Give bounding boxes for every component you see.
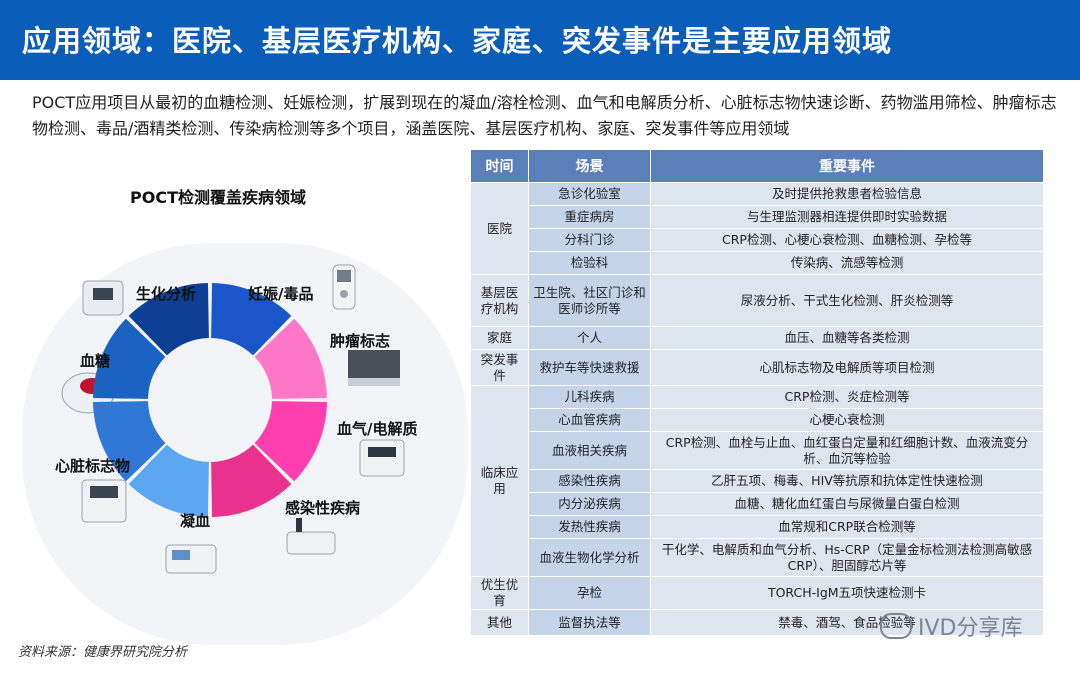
category-cell: 医院 bbox=[470, 182, 529, 275]
event-cell: 与生理监测器相连提供即时实验数据 bbox=[650, 205, 1044, 229]
category-cell: 家庭 bbox=[470, 326, 529, 350]
scene-cell: 内分泌疾病 bbox=[528, 492, 651, 516]
segment-label-biochem: 生化分析 bbox=[136, 285, 197, 303]
intro-paragraph: POCT应用项目从最初的血糖检测、妊娠检测，扩展到现在的凝血/溶栓检测、血气和电… bbox=[32, 93, 1057, 138]
watermark: IVD分享库 bbox=[880, 610, 1022, 642]
event-cell: TORCH-IgM五项快速检测卡 bbox=[650, 576, 1044, 610]
scene-cell: 心血管疾病 bbox=[528, 408, 651, 432]
scene-cell: 分科门诊 bbox=[528, 228, 651, 252]
source-note: 资料来源：健康界研究院分析 bbox=[18, 645, 188, 660]
table-header-row: 时间 场景 重要事件 bbox=[470, 149, 1044, 183]
table-row: 分科门诊 CRP检测、心梗心衰检测、血糖检测、孕检等 bbox=[471, 228, 1044, 252]
donut-chart bbox=[61, 264, 405, 574]
scene-cell: 卫生院、社区门诊和医师诊所等 bbox=[528, 274, 651, 327]
scene-cell: 急诊化验室 bbox=[528, 182, 651, 206]
category-cell: 突发事件 bbox=[470, 349, 529, 386]
table-row: 发热性疾病 血常规和CRP联合检测等 bbox=[471, 515, 1044, 539]
table-row: 其他 监督执法等 禁毒、酒驾、食品检验等 bbox=[470, 609, 1044, 636]
table-row: 重症病房 与生理监测器相连提供即时实验数据 bbox=[471, 205, 1044, 229]
table-row: 基层医疗机构 卫生院、社区门诊和医师诊所等 尿液分析、干式生化检测、肝炎检测等 bbox=[470, 274, 1044, 327]
donut-segment bbox=[93, 401, 166, 482]
event-cell: 传染病、流感等检测 bbox=[650, 251, 1044, 275]
table-row: 家庭 个人 血压、血糖等各类检测 bbox=[470, 326, 1044, 350]
table-row: 血液生物化学分析 干化学、电解质和血气分析、Hs-CRP（定量金标检测法检测高敏… bbox=[471, 538, 1044, 577]
donut-segment bbox=[211, 444, 292, 517]
category-cell: 基层医疗机构 bbox=[470, 274, 529, 327]
header-bar: 应用领域：医院、基层医疗机构、家庭、突发事件是主要应用领域 bbox=[0, 0, 1080, 80]
page-title: 应用领域：医院、基层医疗机构、家庭、突发事件是主要应用领域 bbox=[22, 24, 893, 58]
header-scene: 场景 bbox=[528, 149, 651, 183]
biochem-analyzer-icon bbox=[82, 280, 124, 316]
infection-test-device-icon bbox=[286, 518, 336, 555]
table-row: 临床应用 儿科疾病 CRP检测、炎症检测等 bbox=[470, 385, 1044, 577]
segment-label-pregnancy: 妊娠/毒品 bbox=[248, 285, 314, 303]
event-cell: 血糖、糖化血红蛋白与尿微量白蛋白检测 bbox=[650, 492, 1044, 516]
segment-label-cardiac: 心脏标志物 bbox=[55, 457, 131, 475]
scene-cell: 血液相关疾病 bbox=[528, 431, 651, 470]
table-row: 检验科 传染病、流感等检测 bbox=[471, 251, 1044, 275]
scene-cell: 救护车等快速救援 bbox=[528, 349, 651, 386]
scene-cell: 个人 bbox=[528, 326, 651, 350]
scene-cell: 重症病房 bbox=[528, 205, 651, 229]
table-row: 内分泌疾病 血糖、糖化血红蛋白与尿微量白蛋白检测 bbox=[471, 492, 1044, 516]
cardiac-marker-analyzer-icon bbox=[81, 479, 127, 523]
blood-gas-analyzer-icon bbox=[359, 439, 405, 477]
coagulation-analyzer-icon bbox=[165, 544, 217, 574]
chart-title: POCT检测覆盖疾病领域 bbox=[130, 188, 306, 207]
event-cell: 及时提供抢救患者检验信息 bbox=[650, 182, 1044, 206]
event-cell: 干化学、电解质和血气分析、Hs-CRP（定量金标检测法检测高敏感CRP）、胆固醇… bbox=[650, 538, 1044, 577]
donut-segment bbox=[254, 318, 327, 399]
events-table: 时间 场景 重要事件 医院 急诊化验室 及时提供抢救患者检验信息 重症病房 与生… bbox=[470, 149, 1044, 636]
scene-cell: 儿科疾病 bbox=[528, 385, 651, 409]
donut-segment bbox=[128, 283, 209, 356]
category-cell: 其他 bbox=[470, 609, 529, 636]
wechat-icon bbox=[880, 613, 912, 639]
donut-segment bbox=[93, 318, 166, 399]
watermark-text: IVD分享库 bbox=[918, 616, 1023, 641]
pregnancy-test-device-icon bbox=[332, 264, 356, 310]
donut-segment bbox=[211, 283, 292, 356]
segment-label-infection: 感染性疾病 bbox=[285, 499, 361, 517]
table-row: 突发事件 救护车等快速救援 心肌标志物及电解质等项目检测 bbox=[470, 349, 1044, 386]
segment-label-bloodgas: 血气/电解质 bbox=[337, 420, 418, 438]
category-cell: 临床应用 bbox=[470, 385, 529, 577]
scene-cell: 检验科 bbox=[528, 251, 651, 275]
event-cell: 乙肝五项、梅毒、HIV等抗原和抗体定性快速检测 bbox=[650, 469, 1044, 493]
event-cell: 血压、血糖等各类检测 bbox=[650, 326, 1044, 350]
segment-label-tumor: 肿瘤标志 bbox=[330, 332, 391, 350]
scene-cell: 感染性疾病 bbox=[528, 469, 651, 493]
event-cell: 血常规和CRP联合检测等 bbox=[650, 515, 1044, 539]
segment-label-glucose: 血糖 bbox=[80, 352, 111, 370]
table-row: 心血管疾病 心梗心衰检测 bbox=[471, 408, 1044, 432]
header-time: 时间 bbox=[470, 149, 529, 183]
table-row: 医院 急诊化验室 及时提供抢救患者检验信息 bbox=[470, 182, 1044, 275]
donut-segment bbox=[254, 401, 327, 482]
scene-cell: 监督执法等 bbox=[528, 609, 651, 636]
segment-label-coagulation: 凝血 bbox=[180, 512, 211, 530]
header-event: 重要事件 bbox=[650, 149, 1044, 183]
table-row: 感染性疾病 乙肝五项、梅毒、HIV等抗原和抗体定性快速检测 bbox=[471, 469, 1044, 493]
event-cell: 尿液分析、干式生化检测、肝炎检测等 bbox=[650, 274, 1044, 327]
tumor-marker-analyzer-icon bbox=[348, 350, 400, 386]
event-cell: 心肌标志物及电解质等项目检测 bbox=[650, 349, 1044, 386]
category-cell: 优生优育 bbox=[470, 576, 529, 610]
scene-cell: 血液生物化学分析 bbox=[528, 538, 651, 577]
scene-cell: 孕检 bbox=[528, 576, 651, 610]
table-row: 优生优育 孕检 TORCH-IgM五项快速检测卡 bbox=[470, 576, 1044, 610]
event-cell: CRP检测、心梗心衰检测、血糖检测、孕检等 bbox=[650, 228, 1044, 252]
donut-segment bbox=[128, 444, 209, 517]
event-cell: 心梗心衰检测 bbox=[650, 408, 1044, 432]
event-cell: CRP检测、血栓与止血、血红蛋白定量和红细胞计数、血液流变分析、血沉等检验 bbox=[650, 431, 1044, 470]
scene-cell: 发热性疾病 bbox=[528, 515, 651, 539]
event-cell: CRP检测、炎症检测等 bbox=[650, 385, 1044, 409]
table-row: 血液相关疾病 CRP检测、血栓与止血、血红蛋白定量和红细胞计数、血液流变分析、血… bbox=[471, 431, 1044, 470]
